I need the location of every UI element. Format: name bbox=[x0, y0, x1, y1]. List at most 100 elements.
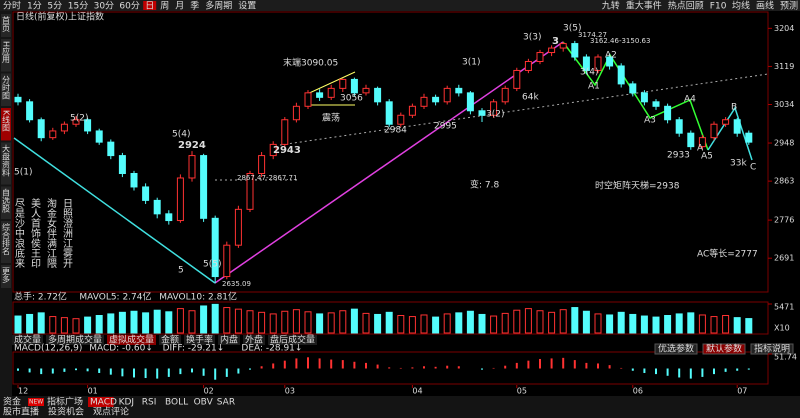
sidebar-item[interactable]: 分时图 bbox=[2, 76, 11, 101]
volume-bar bbox=[95, 315, 103, 334]
toolbar-tab[interactable]: 分时 bbox=[3, 0, 21, 12]
volume-bar bbox=[640, 315, 648, 334]
macd-button[interactable]: 默认参数 bbox=[706, 343, 742, 355]
new-badge: NEW bbox=[29, 399, 43, 406]
poem-column: 日照澄洲江雾开 bbox=[61, 198, 73, 269]
volume-frame bbox=[12, 301, 769, 335]
indicator-tab[interactable]: MACD bbox=[90, 398, 117, 408]
volume-tab[interactable]: 多周期成交量 bbox=[48, 334, 102, 346]
toolbar-tab[interactable]: 设置 bbox=[238, 1, 256, 12]
volume-bar bbox=[455, 312, 463, 334]
sidebar-item[interactable]: 首页 bbox=[2, 15, 11, 33]
toolbar-tab[interactable]: 60分 bbox=[119, 1, 139, 12]
sidebar-item[interactable]: K线图 bbox=[2, 110, 11, 132]
macd-info: MACD: -0.60↓ bbox=[89, 344, 153, 354]
candle-body bbox=[188, 155, 196, 179]
toolbar-tab[interactable]: 多周期 bbox=[205, 0, 232, 12]
volume-bar bbox=[745, 318, 753, 334]
volume-bar bbox=[200, 305, 208, 334]
toolbar-tab[interactable]: 日 bbox=[145, 1, 154, 12]
toolbar-tab[interactable]: 季 bbox=[190, 0, 199, 12]
sidebar-item[interactable]: 自选股 bbox=[2, 188, 11, 214]
indicator-tab[interactable]: RSI bbox=[142, 398, 157, 408]
toolbar-tab[interactable]: 九转 bbox=[602, 0, 620, 12]
bottom-link[interactable]: 股市直播 bbox=[3, 406, 39, 418]
indicator-tab[interactable]: SAR bbox=[217, 398, 235, 408]
annotation: 3(3) bbox=[523, 33, 541, 43]
sidebar-item[interactable]: 综合排名 bbox=[2, 222, 11, 256]
annotation: 5(2) bbox=[70, 114, 88, 124]
sidebar-item[interactable]: H应用 bbox=[2, 41, 11, 64]
volume-bar bbox=[165, 311, 173, 334]
annotation: 3056 bbox=[340, 94, 363, 104]
volume-bar bbox=[478, 313, 486, 334]
annotation: B bbox=[731, 103, 737, 113]
volume-bar bbox=[710, 316, 718, 334]
candle-body bbox=[60, 123, 68, 132]
button-bg bbox=[654, 343, 698, 355]
volume-tab[interactable]: 虚拟成交量 bbox=[109, 334, 154, 346]
bottom-link[interactable]: 观点评论 bbox=[93, 406, 129, 418]
indicator-tab[interactable]: OBV bbox=[194, 398, 214, 408]
tab-bg bbox=[159, 335, 181, 345]
annotation: A bbox=[697, 144, 704, 154]
volume-tab[interactable]: 内盘 bbox=[220, 334, 238, 346]
sidebar-item[interactable]: 更多 bbox=[2, 267, 11, 284]
annotation: A1 bbox=[588, 82, 600, 92]
sidebar-item[interactable]: 大盘资料 bbox=[2, 144, 11, 178]
x-tick-label: 05 bbox=[517, 387, 527, 396]
candle-body bbox=[130, 173, 138, 188]
indicator-tab[interactable]: 资金 bbox=[3, 396, 21, 408]
volume-tab[interactable]: 成交量 bbox=[14, 334, 41, 346]
bottom-link[interactable]: 投资机会 bbox=[48, 406, 84, 418]
annotation: 2943 bbox=[273, 145, 301, 156]
volume-info: MAVOL5: 2.74亿 bbox=[79, 291, 151, 303]
volume-bar bbox=[374, 313, 382, 334]
candle-body bbox=[594, 56, 602, 71]
annotation: 变: 7.8 bbox=[470, 179, 499, 191]
toolbar-tab[interactable]: 30分 bbox=[94, 1, 114, 12]
toolbar-tab[interactable]: 1分 bbox=[27, 1, 42, 12]
candle-body bbox=[466, 92, 474, 112]
volume-bar bbox=[559, 309, 567, 334]
toolbar-tab[interactable]: 热点回顾 bbox=[668, 0, 704, 12]
toolbar-tab[interactable]: 画线 bbox=[756, 0, 774, 12]
volume-tab[interactable]: 外盘 bbox=[245, 334, 263, 346]
volume-tab[interactable]: 换手率 bbox=[186, 334, 213, 346]
toolbar-tab[interactable]: 5分 bbox=[47, 1, 62, 12]
y-tick-label: 3034 bbox=[774, 100, 794, 109]
annotation: 震荡 bbox=[322, 112, 340, 124]
sidebar-item-bg bbox=[1, 108, 11, 141]
volume-tab[interactable]: 盘后成交量 bbox=[270, 334, 315, 346]
volume-tab[interactable]: 金额 bbox=[161, 334, 179, 346]
volume-bar bbox=[733, 317, 741, 334]
toolbar-tab[interactable]: 15分 bbox=[68, 1, 88, 12]
tab-bg bbox=[46, 335, 104, 345]
volume-bar bbox=[49, 316, 57, 334]
y-tick-label: 5471 bbox=[774, 303, 794, 312]
candle-body bbox=[606, 56, 614, 67]
toolbar-tab[interactable]: 预测 bbox=[780, 1, 798, 12]
macd-info: MACD(12,26,9) bbox=[14, 344, 82, 354]
indicator-tab[interactable]: BOLL bbox=[165, 398, 188, 408]
macd-button[interactable]: 指标说明 bbox=[754, 343, 790, 355]
box-line bbox=[304, 71, 356, 96]
toolbar-tab[interactable]: 月 bbox=[175, 1, 184, 12]
toolbar-tab[interactable]: F10 bbox=[710, 2, 727, 12]
tab-bg bbox=[243, 335, 265, 345]
volume-bar bbox=[722, 315, 730, 334]
toolbar-tab[interactable]: 均线 bbox=[732, 0, 750, 12]
toolbar-tab[interactable]: 周 bbox=[160, 1, 169, 12]
indicator-tab[interactable]: 指标广场 bbox=[47, 396, 83, 408]
volume-bar bbox=[26, 313, 34, 334]
macd-button[interactable]: 优选参数 bbox=[658, 343, 694, 355]
candle-body bbox=[733, 119, 741, 134]
candle-body bbox=[420, 96, 428, 107]
annotation: 2933 bbox=[667, 151, 690, 161]
indicator-tab[interactable]: KDJ bbox=[119, 398, 135, 408]
volume-bar bbox=[153, 309, 161, 334]
volume-info: MAVOL10: 2.81亿 bbox=[159, 291, 237, 303]
toolbar-tab[interactable]: 重大事件 bbox=[626, 0, 662, 12]
annotation: 33k bbox=[730, 159, 747, 169]
poem-column: 美人首饰侯王印 bbox=[29, 197, 41, 268]
